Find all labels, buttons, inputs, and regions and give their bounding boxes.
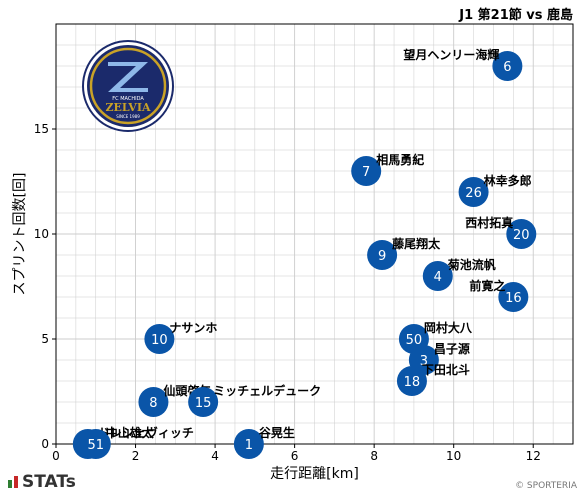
point-marker: [422, 261, 453, 291]
point-player-name: 望月ヘンリー海輝: [403, 47, 499, 62]
point-player-name: ナサンホ: [169, 321, 217, 335]
x-tick-label: 10: [446, 449, 461, 463]
x-tick-label: 6: [291, 449, 299, 463]
player-point: 1 谷晃生: [233, 425, 295, 459]
point-number-label: 3: [420, 354, 428, 369]
point-marker: [188, 387, 219, 417]
x-axis-label: 走行距離[km]: [270, 465, 359, 482]
point-player-name: 菊池流帆: [447, 257, 496, 272]
point-number-label: 8: [149, 396, 157, 411]
logo-z-mark-icon: [108, 62, 148, 92]
x-tick-label: 4: [211, 449, 219, 463]
x-tick-label: 0: [52, 449, 60, 463]
point-number-label: 6: [503, 60, 511, 75]
point-marker: [351, 156, 382, 186]
y-tick-label: 10: [34, 227, 49, 241]
point-player-name: ミッチェルデューク: [213, 383, 321, 398]
point-player-name: 中山雄太: [106, 425, 155, 440]
x-tick-label: 8: [370, 449, 378, 463]
point-marker: [498, 282, 529, 312]
point-number-label: 10: [151, 333, 168, 348]
point-marker: [80, 429, 111, 459]
x-tick-label: 12: [526, 449, 541, 463]
point-number-label: 15: [195, 396, 212, 411]
point-number-label: 26: [465, 186, 482, 201]
point-marker: [506, 219, 537, 249]
y-tick-label: 0: [41, 437, 49, 451]
point-marker: [138, 387, 169, 417]
logo-text-main: ZELVIA: [105, 101, 151, 114]
point-marker: [396, 366, 427, 396]
point-marker: [144, 324, 175, 354]
point-number-label: 16: [505, 291, 522, 306]
point-number-label: 7: [362, 165, 370, 180]
point-player-name: 昌子源: [434, 341, 470, 356]
player-point: 4 菊池流帆: [422, 257, 496, 291]
logo-gold-ring: [89, 47, 167, 125]
point-player-name: 藤尾翔太: [391, 236, 441, 251]
point-marker: [367, 240, 398, 270]
point-player-name: 谷晃生: [259, 425, 295, 440]
point-player-name: 前寛之: [469, 278, 505, 293]
point-marker: [233, 429, 264, 459]
point-number-label: 1: [245, 438, 253, 453]
stats-bars-icon: [8, 476, 18, 488]
point-marker: [492, 51, 523, 81]
point-player-name: 西村拓真: [465, 215, 513, 230]
point-number-label: 9: [378, 249, 386, 264]
point-marker: [458, 177, 489, 207]
player-point: 6 望月ヘンリー海輝: [403, 47, 523, 81]
point-number-label: 50: [406, 333, 423, 348]
player-point: 9 藤尾翔太: [367, 236, 441, 270]
point-number-label: 51: [87, 438, 104, 453]
stats-brand: STATs: [8, 472, 76, 492]
point-player-name: 岡村大八: [424, 320, 473, 335]
point-number-label: 20: [513, 228, 530, 243]
copyright: © SPORTERIA: [515, 481, 577, 491]
stats-brand-text: STATs: [22, 472, 76, 492]
logo-text-top: FC MACHIDA: [112, 96, 144, 102]
player-point: 7 相馬勇紀: [351, 152, 424, 186]
point-player-name: ドレシェヴィッチ: [98, 425, 194, 440]
y-tick-label: 5: [41, 332, 49, 346]
logo-disc: [87, 45, 169, 127]
y-tick-label: 15: [34, 122, 49, 136]
point-player-name: 林幸多郎: [484, 173, 532, 188]
point-number-label: 18: [404, 375, 421, 390]
y-axis-label: スプリント回数[回]: [12, 173, 28, 296]
logo-text-bottom: SINCE 1989: [116, 114, 140, 119]
point-player-name: 下田北斗: [422, 362, 470, 377]
point-player-name: 相馬勇紀: [376, 152, 424, 167]
point-number-label: 4: [434, 270, 442, 285]
match-title: J1 第21節 vs 鹿島: [459, 8, 573, 23]
x-tick-label: 2: [132, 449, 140, 463]
